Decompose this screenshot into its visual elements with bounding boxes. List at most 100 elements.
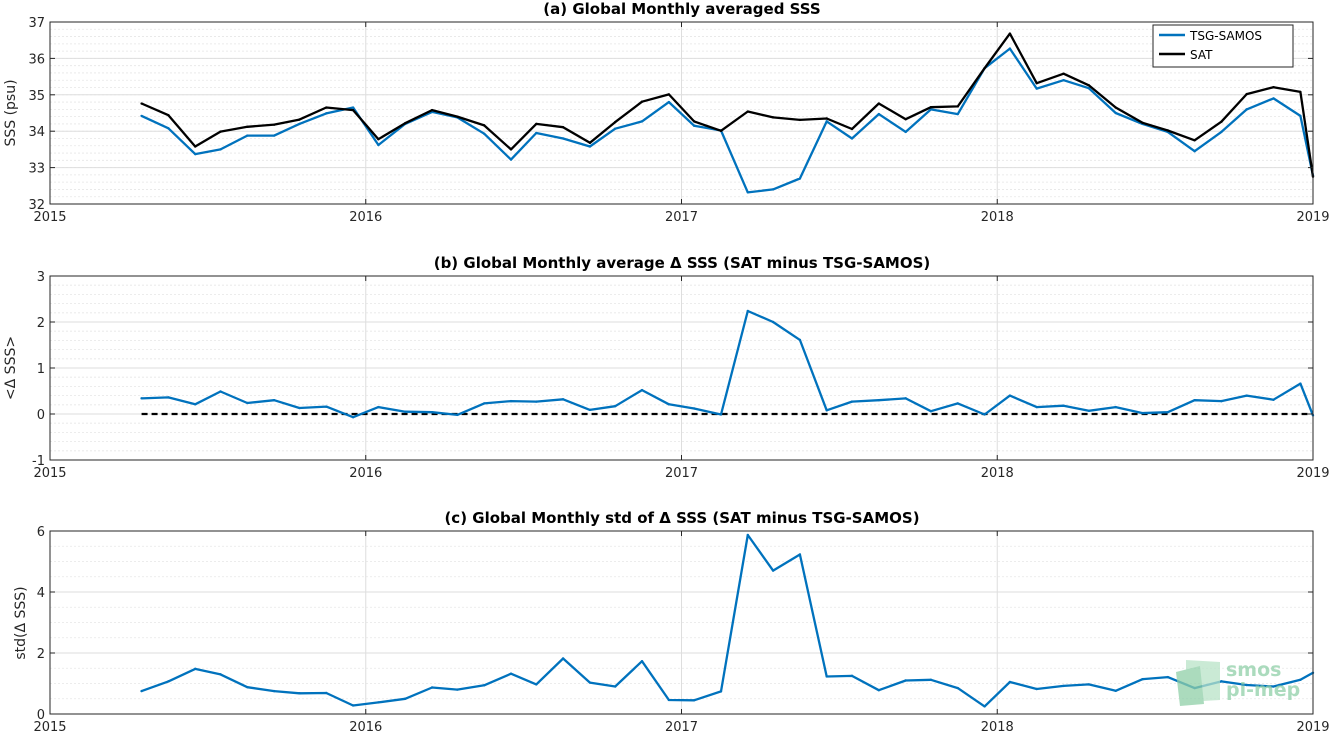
panel-a-point-sat	[351, 108, 355, 112]
panel-b-point-delta	[692, 407, 696, 410]
panel-a-point-tsg-samos	[1193, 150, 1196, 153]
panel-b-ylabel: <Δ SSS>	[3, 336, 19, 400]
legend-box	[1152, 24, 1294, 68]
panel-c-xtick-label: 2019	[1296, 720, 1329, 735]
panel-a-point-sat	[613, 120, 617, 124]
panel-b-point-delta	[246, 401, 249, 405]
panel-a-series-line-tsg-samos	[141, 47, 1315, 194]
panel-a-point-sat	[1272, 85, 1275, 89]
panel-a-point-sat	[1035, 81, 1038, 85]
panel-b-point-delta	[298, 406, 301, 410]
panel-a-point-tsg-samos	[1220, 130, 1223, 134]
panel-c-point-delta	[1166, 675, 1169, 679]
panel-b-point-delta	[272, 399, 276, 402]
panel-c-point-delta	[377, 701, 380, 704]
panel-a-series-line-sat	[141, 32, 1315, 177]
panel-c-xtick-label: 2018	[981, 720, 1014, 735]
panel-c-series-line-delta	[141, 533, 1314, 708]
panel-b-xtick-label: 2019	[1296, 466, 1329, 481]
panel-b-point-delta	[667, 403, 671, 406]
panel-a-point-sat	[456, 115, 459, 118]
panel-a-point-tsg-samos	[377, 143, 380, 147]
panel-b-xtick-label: 2018	[981, 466, 1014, 481]
panel-c-point-delta	[194, 667, 197, 671]
panel-c-point-delta	[746, 533, 750, 537]
panel-a-point-tsg-samos	[850, 137, 854, 140]
panel-a-point-tsg-samos	[825, 120, 828, 123]
panel-b-point-delta	[1062, 404, 1065, 407]
panel-b-ytick-label: -1	[32, 454, 45, 469]
panel-a-point-sat	[798, 118, 802, 122]
panel-c-point-delta	[561, 657, 565, 660]
panel-b-point-delta	[325, 405, 328, 408]
panel-c-point-delta	[140, 689, 143, 693]
panel-b-point-delta	[1299, 382, 1302, 385]
panel-a-point-tsg-samos	[325, 112, 328, 115]
panel-c-point-delta	[929, 678, 933, 682]
panel-a-point-tsg-samos	[194, 152, 197, 156]
panel-b-point-delta	[771, 320, 775, 324]
panel-a-point-tsg-samos	[1035, 87, 1038, 90]
panel-c-point-delta	[692, 699, 696, 702]
panel-c-point-delta	[877, 689, 881, 692]
panel-a-point-sat	[404, 121, 407, 125]
panel-a-point-tsg-samos	[509, 158, 513, 161]
panel-a-ytick-label: 33	[28, 162, 45, 177]
panel-a-point-sat	[771, 116, 775, 119]
panel-c-point-delta	[1114, 689, 1117, 693]
panel-c-point-delta	[850, 674, 854, 678]
panel-b-point-delta	[850, 400, 854, 403]
panel-a-point-sat	[140, 102, 143, 105]
panel-c-point-delta	[1008, 680, 1012, 684]
panel-a-point-tsg-samos	[746, 191, 750, 194]
panel-c-point-delta	[167, 680, 170, 683]
panel-b-point-delta	[1220, 399, 1223, 403]
panel-b-point-delta	[404, 410, 407, 413]
panel-c-point-delta	[719, 690, 723, 693]
panel-b-point-delta	[1193, 399, 1196, 402]
panel-c-point-delta	[1245, 683, 1248, 687]
panel-a-ytick-label: 36	[28, 52, 45, 67]
panel-a-point-tsg-samos	[219, 148, 222, 151]
panel-a-point-sat	[825, 117, 828, 120]
panel-c-point-delta	[430, 686, 434, 689]
panel-a-point-sat	[535, 122, 538, 126]
panel-b-ytick-label: 0	[37, 408, 45, 423]
panel-a-point-sat	[667, 93, 671, 96]
panel-a-point-tsg-samos	[613, 127, 617, 130]
panel-a-point-tsg-samos	[1299, 114, 1302, 118]
panel-a-point-tsg-samos	[1114, 111, 1117, 115]
panel-a-point-sat	[850, 127, 854, 131]
panel-a-point-tsg-samos	[640, 120, 644, 123]
panel-a-point-tsg-samos	[561, 137, 565, 140]
panel-a-point-sat	[298, 118, 301, 121]
panel-b-point-delta	[640, 388, 644, 392]
panel-a-xtick-label: 2016	[349, 210, 382, 225]
panel-b-point-delta	[1141, 411, 1144, 415]
panel-c-point-delta	[1272, 685, 1275, 688]
panel-c-xtick-label: 2017	[665, 720, 698, 735]
panel-c-xtick-label: 2015	[33, 720, 66, 735]
panel-b-point-delta	[377, 405, 380, 409]
panel-b-point-delta	[877, 399, 881, 402]
panel-a-point-sat	[929, 105, 933, 109]
panel-c: 2015 2016 2017 2018 2019 0 2 4 6	[33, 525, 1329, 735]
panel-b-xtick-label: 2015	[33, 466, 66, 481]
panel-c-title: (c) Global Monthly std of Δ SSS (SAT min…	[444, 509, 919, 527]
panel-b-point-delta	[561, 398, 565, 401]
panel-b-point-delta	[1035, 405, 1038, 409]
logo-text-line1: smos	[1226, 659, 1281, 681]
panel-a-point-tsg-samos	[140, 114, 143, 118]
panel-c-point-delta	[613, 685, 617, 688]
logo-text-line2: pi-mep	[1226, 679, 1300, 701]
panel-a-point-sat	[956, 105, 959, 108]
panel-a-point-sat	[509, 148, 513, 151]
panel-a-xtick-label: 2019	[1296, 210, 1329, 225]
panel-a-point-sat	[430, 108, 434, 112]
panel-c-point-delta	[956, 686, 959, 690]
panel-c-point-delta	[482, 684, 486, 687]
panel-a-point-tsg-samos	[272, 134, 276, 137]
panel-b-ytick-label: 2	[37, 316, 45, 331]
panel-b-point-delta	[1166, 410, 1169, 414]
